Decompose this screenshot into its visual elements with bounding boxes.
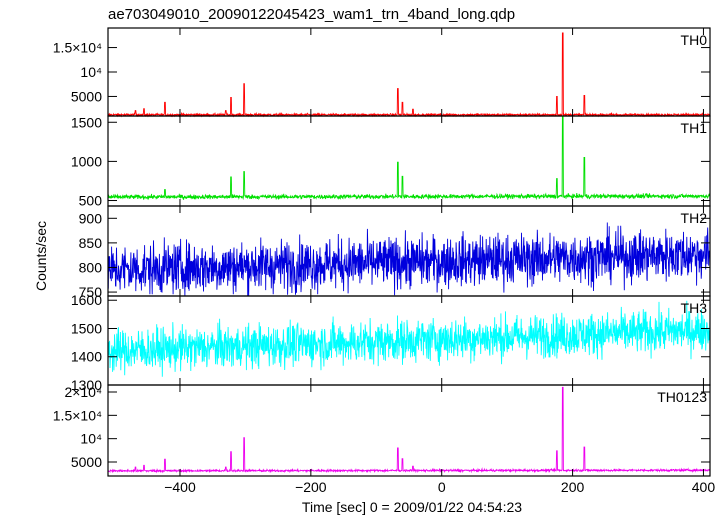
x-tick-label: 200 [561, 479, 585, 495]
y-tick-label: 1000 [71, 153, 102, 169]
panel-frame [107, 384, 711, 477]
panel-th2: 750 800 850 900 TH2 [79, 205, 711, 300]
y-tick-label: 1500 [71, 320, 102, 336]
series-th2-line [107, 222, 711, 297]
panel-label-th0123: TH0123 [657, 389, 707, 405]
panel-label-th3: TH3 [681, 300, 708, 316]
y-tick-label: 850 [79, 235, 103, 251]
series-th0123-line [107, 386, 711, 474]
y-tick-label: 2×10⁴ [64, 384, 102, 400]
y-tick-label: 1600 [71, 292, 102, 308]
panel-label-th1: TH1 [681, 120, 708, 136]
y-tick-label: 10⁴ [80, 64, 102, 80]
y-tick-label: 10⁴ [80, 431, 102, 447]
y-tick-label: 5000 [71, 88, 102, 104]
panels-group: 5000 10⁴ 1.5×10⁴ TH0 500 1000 1500 TH1 750 800 850… [53, 27, 711, 477]
panel-th0: 5000 10⁴ 1.5×10⁴ TH0 [53, 27, 711, 118]
y-tick-label: 900 [79, 210, 103, 226]
y-tick-label: 1400 [71, 349, 102, 365]
y-tick-label: 1.5×10⁴ [53, 40, 102, 56]
panel-th1: 500 1000 1500 TH1 [71, 114, 711, 209]
series-th1-line [107, 115, 711, 201]
y-tick-label: 500 [79, 193, 103, 209]
figure-title: ae703049010_20090122045423_wam1_trn_4ban… [108, 6, 515, 23]
y-tick-label: 1.5×10⁴ [53, 407, 102, 423]
x-tick-label: 400 [692, 479, 716, 495]
panel-frame [107, 115, 711, 207]
panel-th3: 1300 1400 1500 1600 TH3 [71, 292, 711, 393]
panel-label-th2: TH2 [681, 210, 708, 226]
y-tick-label: 5000 [71, 454, 102, 470]
y-tick-label: 1300 [71, 377, 102, 393]
panel-frame [107, 27, 711, 117]
y-tick-label: 750 [79, 284, 103, 300]
y-tick-label: 1500 [71, 114, 102, 130]
y-tick-label: 800 [79, 259, 103, 275]
x-axis-label: Time [sec] 0 = 2009/01/22 04:54:23 [302, 499, 522, 515]
x-tick-label: −400 [164, 479, 196, 495]
x-tick-label: 0 [438, 479, 446, 495]
panel-th0123: 5000 10⁴ 1.5×10⁴ 2×10⁴ TH0123 [53, 384, 711, 477]
series-th0-line [107, 32, 711, 118]
x-tick-label: −200 [295, 479, 327, 495]
panel-label-th0: TH0 [681, 32, 708, 48]
series-th3-line [107, 300, 711, 377]
y-axis-label: Counts/sec [33, 221, 49, 291]
x-axis: −400 −200 0 200 400 [164, 479, 715, 495]
